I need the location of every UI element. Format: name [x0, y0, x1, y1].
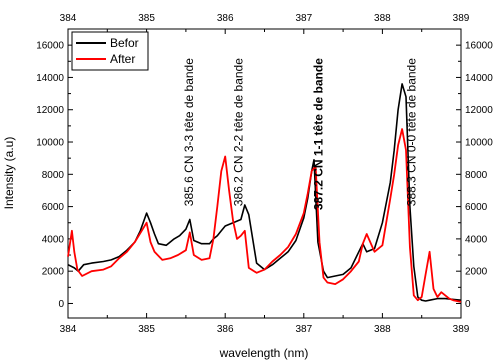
legend-label-after: After [110, 52, 135, 66]
axis-ticks [67, 29, 462, 318]
y-tick-label-right: 6000 [465, 202, 488, 213]
x-tick-label-bottom: 388 [374, 324, 391, 335]
y-tick-label-left: 16000 [36, 41, 64, 52]
y-tick-label-left: 8000 [42, 170, 65, 181]
x-tick-label-bottom: 386 [217, 324, 234, 335]
x-tick-label-top: 388 [374, 13, 391, 24]
x-tick-label-top: 386 [217, 13, 234, 24]
annotations: 385.6 CN 3-3 tête de bande 386.2 CN 2-2 t… [182, 58, 418, 210]
x-tick-label-bottom: 385 [138, 324, 155, 335]
legend: Befor After [71, 31, 149, 71]
x-tick-label-top: 385 [138, 13, 155, 24]
y-tick-label-right: 12000 [465, 105, 493, 116]
y-tick-label-left: 10000 [36, 138, 64, 149]
y-tick-label-right: 10000 [465, 138, 493, 149]
x-tick-label-bottom: 387 [295, 324, 312, 335]
x-tick-label-bottom: 384 [60, 324, 77, 335]
y-tick-label-left: 6000 [42, 202, 65, 213]
y-tick-label-right: 0 [465, 299, 471, 310]
x-tick-label-bottom: 389 [453, 324, 470, 335]
x-axis-label: wavelength (nm) [219, 346, 309, 360]
y-tick-label-left: 12000 [36, 105, 64, 116]
legend-box [71, 31, 149, 71]
band-head-annotation: 386.2 CN 2-2 tête de bande [232, 58, 246, 206]
series-line-after [67, 128, 462, 303]
y-tick-label-left: 14000 [36, 73, 64, 84]
x-tick-label-top: 389 [453, 13, 470, 24]
legend-label-befor: Befor [110, 36, 139, 50]
series-line-befor [67, 83, 462, 302]
band-head-annotation: 388.3 CN 0-0 tête de bande [404, 58, 418, 206]
band-head-annotation: 385.6 CN 3-3 tête de bande [182, 58, 196, 206]
band-head-annotation: 387.2 CN 1-1 tête de bande [312, 58, 326, 210]
x-tick-label-top: 384 [60, 13, 77, 24]
y-tick-label-right: 8000 [465, 170, 488, 181]
y-tick-label-right: 4000 [465, 234, 488, 245]
y-tick-label-right: 14000 [465, 73, 493, 84]
y-tick-label-left: 2000 [42, 267, 65, 278]
series-lines [67, 83, 462, 303]
axis-tick-labels: 384 384 385 385 386 386 387 387 388 388 389 389 0 0 20… [36, 13, 493, 335]
y-axis-label: Intensity (a.u) [2, 137, 16, 210]
y-tick-label-left: 4000 [42, 234, 65, 245]
y-tick-label-left: 0 [58, 299, 64, 310]
plot-frame [67, 28, 462, 319]
y-tick-label-right: 16000 [465, 41, 493, 52]
y-tick-label-right: 2000 [465, 267, 488, 278]
x-tick-label-top: 387 [295, 13, 312, 24]
